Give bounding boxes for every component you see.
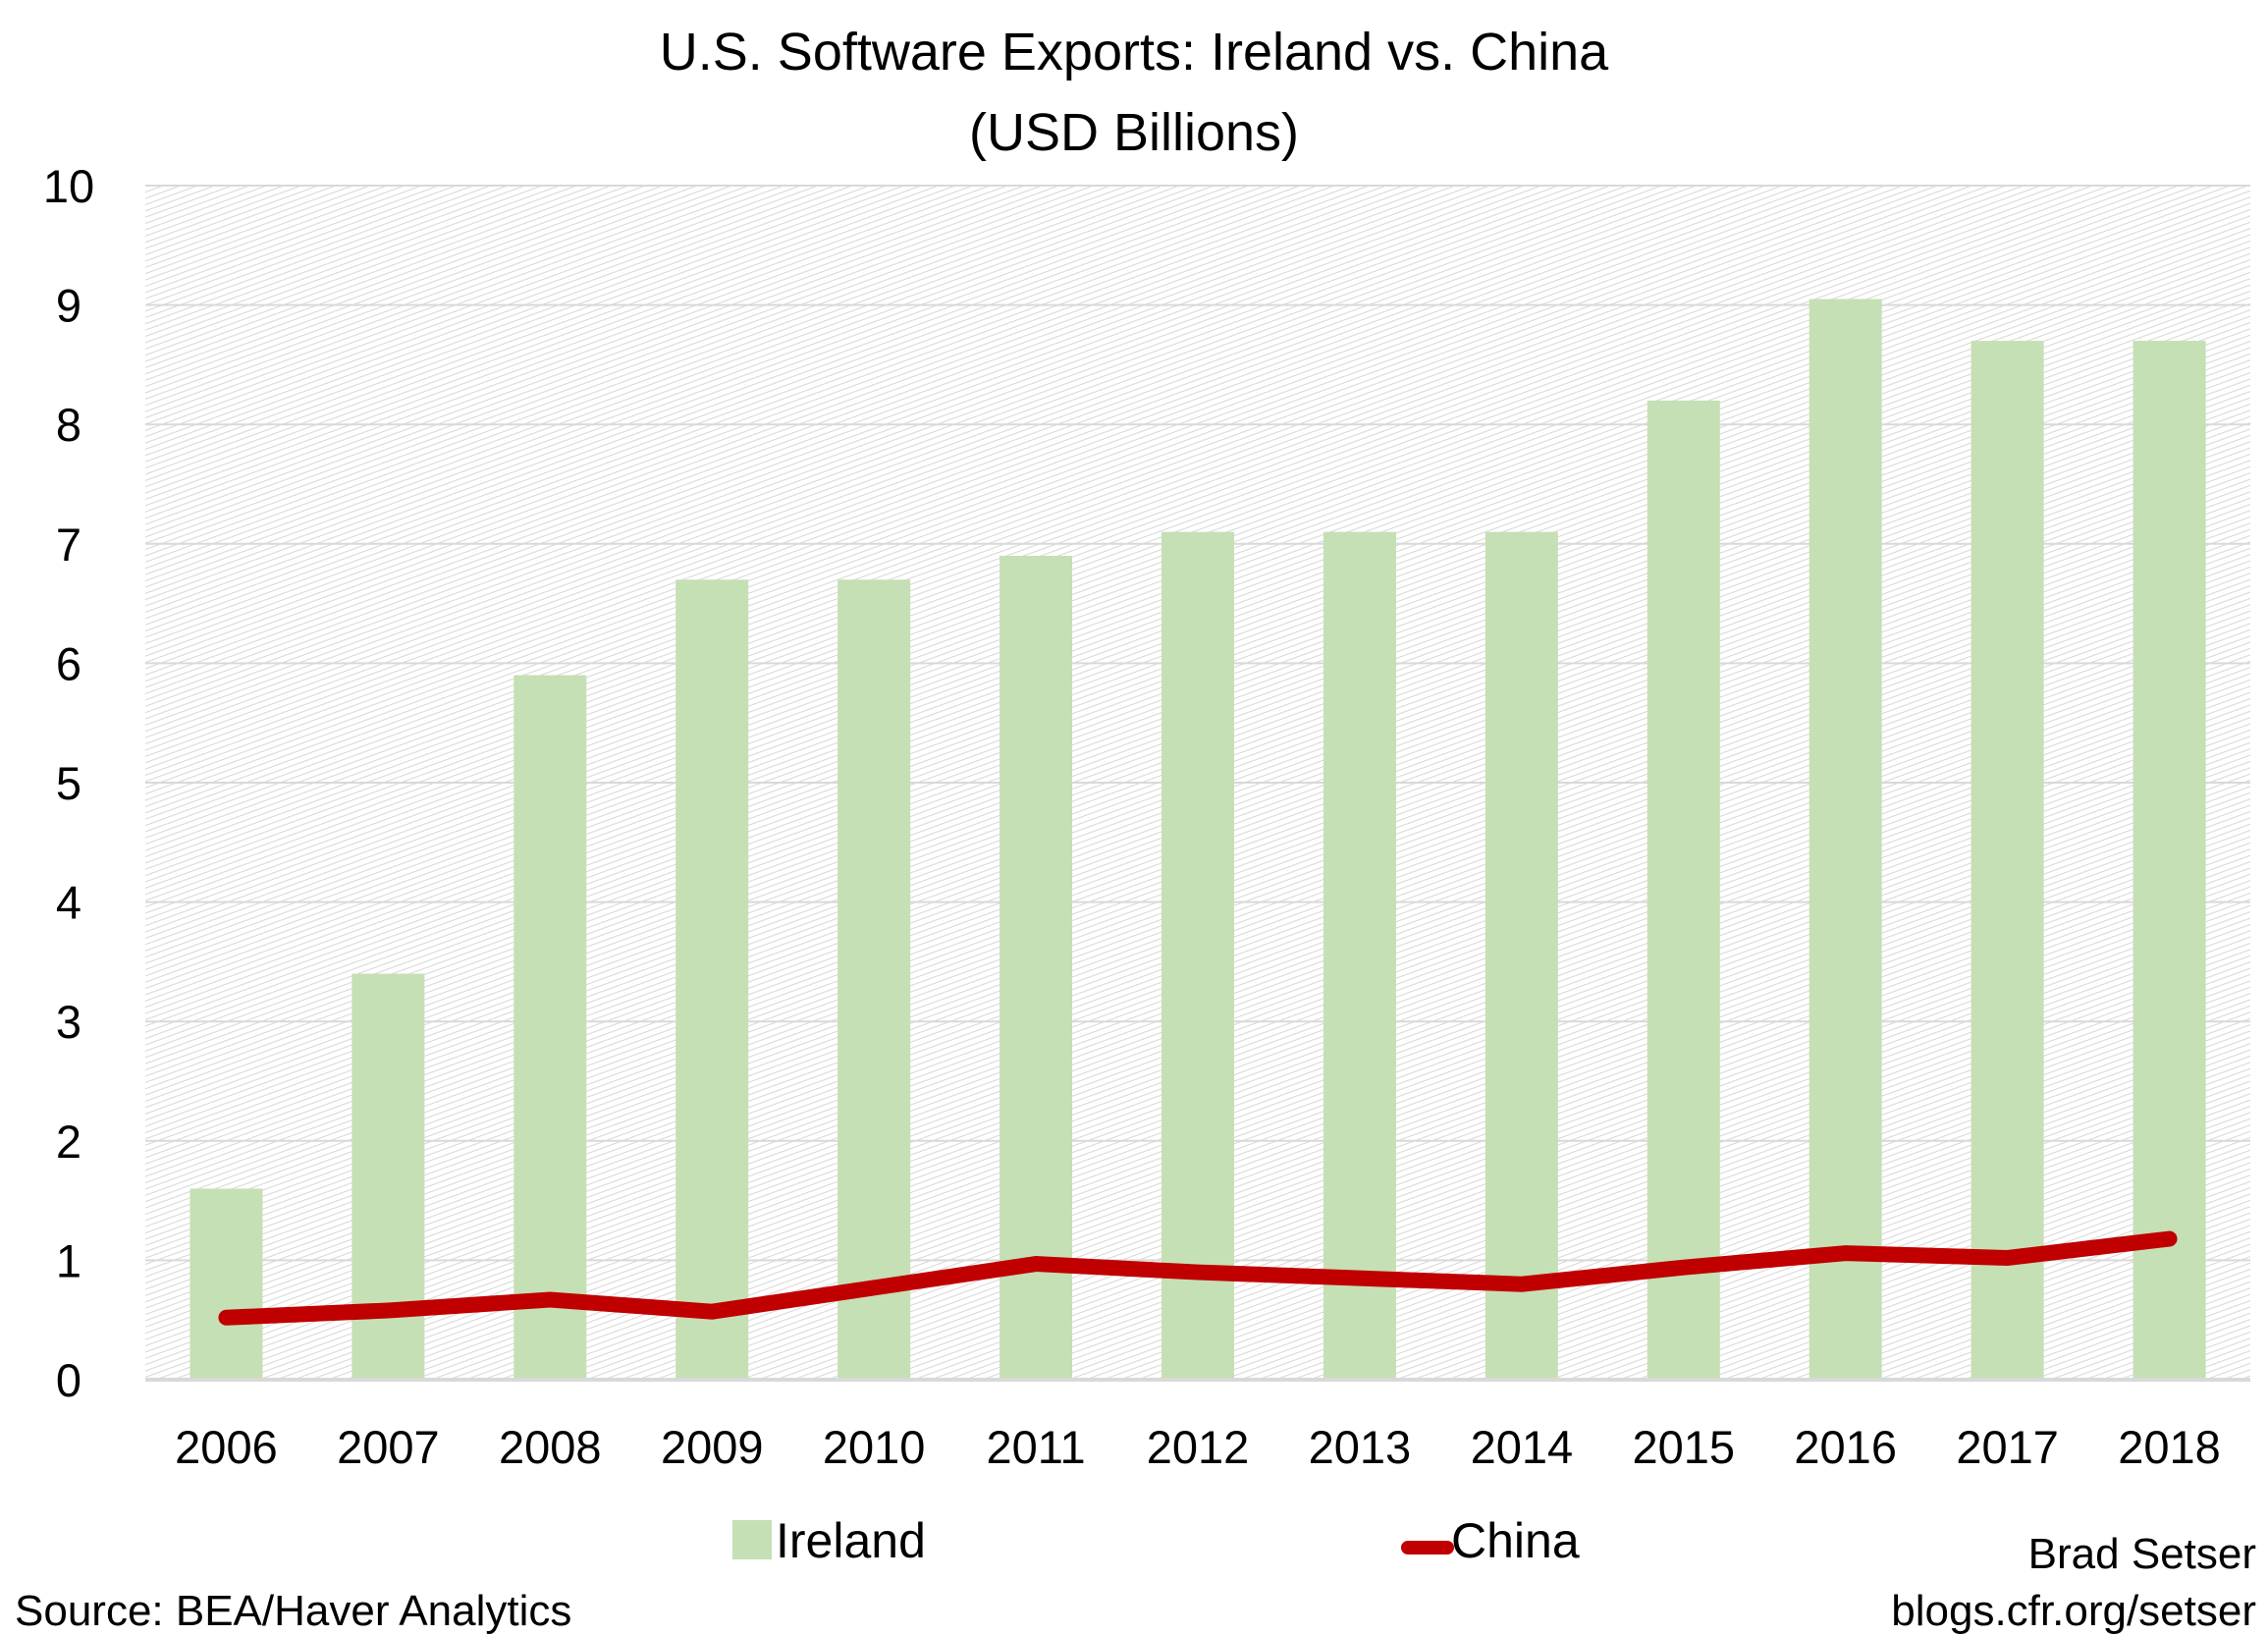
bar-ireland-2006 <box>189 1188 262 1378</box>
y-tick-label: 6 <box>56 637 81 689</box>
bar-ireland-2009 <box>675 579 748 1378</box>
x-tick-label: 2012 <box>1147 1421 1250 1473</box>
legend-label-ireland: Ireland <box>776 1513 926 1568</box>
x-tick-label: 2016 <box>1794 1421 1897 1473</box>
bar-ireland-2015 <box>1647 401 1720 1378</box>
y-tick-label: 3 <box>56 996 81 1048</box>
bar-ireland-2008 <box>513 676 586 1378</box>
bar-ireland-2010 <box>837 579 910 1378</box>
y-tick-label: 1 <box>56 1234 81 1286</box>
y-tick-label: 7 <box>56 518 81 571</box>
x-tick-label: 2015 <box>1632 1421 1735 1473</box>
y-tick-label: 4 <box>56 877 81 929</box>
x-tick-label: 2006 <box>175 1421 278 1473</box>
bar-ireland-2011 <box>999 556 1072 1378</box>
bar-ireland-2017 <box>1971 341 2044 1378</box>
legend-swatch-ireland <box>732 1520 772 1559</box>
y-tick-label: 10 <box>43 160 94 212</box>
bar-ireland-2013 <box>1323 532 1396 1378</box>
x-tick-label: 2010 <box>823 1421 926 1473</box>
x-tick-label: 2014 <box>1471 1421 1574 1473</box>
bar-ireland-2014 <box>1485 532 1558 1378</box>
source-note: Source: BEA/Haver Analytics <box>15 1587 571 1636</box>
y-tick-label: 8 <box>56 399 81 451</box>
y-tick-label: 9 <box>56 280 81 332</box>
x-tick-label: 2018 <box>2118 1421 2221 1473</box>
x-tick-label: 2007 <box>337 1421 440 1473</box>
y-tick-label: 0 <box>56 1354 81 1406</box>
bar-ireland-2018 <box>2133 341 2206 1378</box>
y-tick-label: 5 <box>56 757 81 809</box>
bar-ireland-2012 <box>1161 532 1234 1378</box>
x-tick-label: 2013 <box>1309 1421 1412 1473</box>
x-tick-label: 2008 <box>499 1421 602 1473</box>
site-credit: blogs.cfr.org/setser <box>1891 1587 2256 1636</box>
bar-ireland-2016 <box>1809 300 1882 1378</box>
x-tick-label: 2011 <box>987 1421 1086 1473</box>
x-tick-label: 2009 <box>661 1421 764 1473</box>
x-tick-label: 2017 <box>1956 1421 2059 1473</box>
legend-label-china: China <box>1451 1513 1580 1568</box>
author-credit: Brad Setser <box>2028 1530 2256 1579</box>
y-tick-label: 2 <box>56 1116 81 1168</box>
